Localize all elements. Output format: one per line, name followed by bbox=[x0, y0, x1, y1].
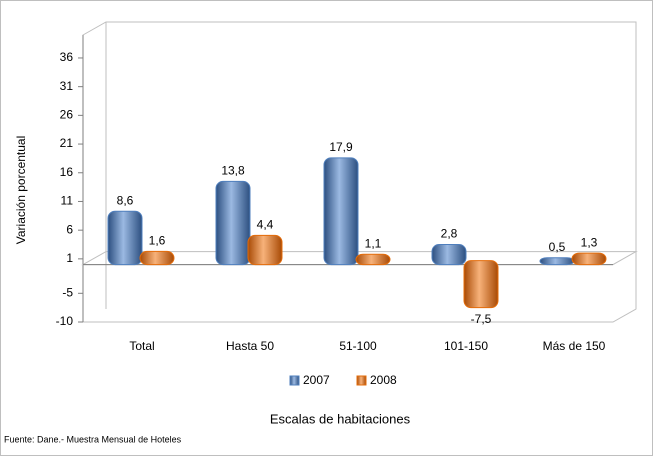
bar bbox=[463, 260, 499, 309]
x-tick-label: 51-100 bbox=[339, 339, 377, 353]
bar bbox=[355, 253, 391, 266]
bar bbox=[107, 210, 143, 266]
bar bbox=[247, 234, 283, 266]
y-tick-label: 16 bbox=[60, 165, 74, 179]
bar bbox=[139, 250, 175, 266]
y-tick-label: 1 bbox=[66, 251, 73, 265]
bar bbox=[571, 252, 607, 266]
bar bbox=[215, 180, 251, 266]
data-label: 0,5 bbox=[549, 240, 566, 254]
data-label: 8,6 bbox=[117, 193, 134, 207]
y-tick-label: 6 bbox=[66, 222, 73, 236]
y-tick-label: 36 bbox=[60, 50, 74, 64]
x-tick-label: Hasta 50 bbox=[226, 339, 274, 353]
data-label: 4,4 bbox=[257, 218, 274, 232]
data-label: 1,6 bbox=[149, 234, 166, 248]
x-tick-label: Total bbox=[129, 339, 154, 353]
data-label: 1,3 bbox=[581, 235, 598, 249]
y-tick-label: -5 bbox=[62, 285, 73, 299]
legend-label: 2008 bbox=[370, 373, 397, 387]
y-tick-label: 31 bbox=[60, 79, 74, 93]
x-axis-title: Escalas de habitaciones bbox=[270, 411, 411, 426]
bar bbox=[431, 244, 467, 266]
source-note: Fuente: Dane.- Muestra Mensual de Hotele… bbox=[4, 434, 182, 444]
legend-swatch bbox=[289, 375, 300, 386]
y-tick-label: 11 bbox=[61, 194, 74, 208]
data-label: -7,5 bbox=[471, 312, 492, 326]
data-label: 2,8 bbox=[441, 227, 458, 241]
y-axis-title: Variación porcentual bbox=[14, 136, 28, 245]
x-tick-label: 101-150 bbox=[444, 339, 488, 353]
x-tick-label: Más de 150 bbox=[543, 339, 606, 353]
data-label: 17,9 bbox=[329, 140, 353, 154]
data-label: 1,1 bbox=[365, 236, 382, 250]
y-tick-label: -10 bbox=[56, 314, 74, 328]
data-label: 13,8 bbox=[221, 164, 245, 178]
y-tick-label: 21 bbox=[60, 136, 74, 150]
legend-label: 2007 bbox=[303, 373, 330, 387]
y-tick-label: 26 bbox=[60, 108, 74, 122]
bar bbox=[539, 257, 575, 266]
legend-swatch bbox=[356, 375, 367, 386]
bar bbox=[323, 157, 359, 266]
